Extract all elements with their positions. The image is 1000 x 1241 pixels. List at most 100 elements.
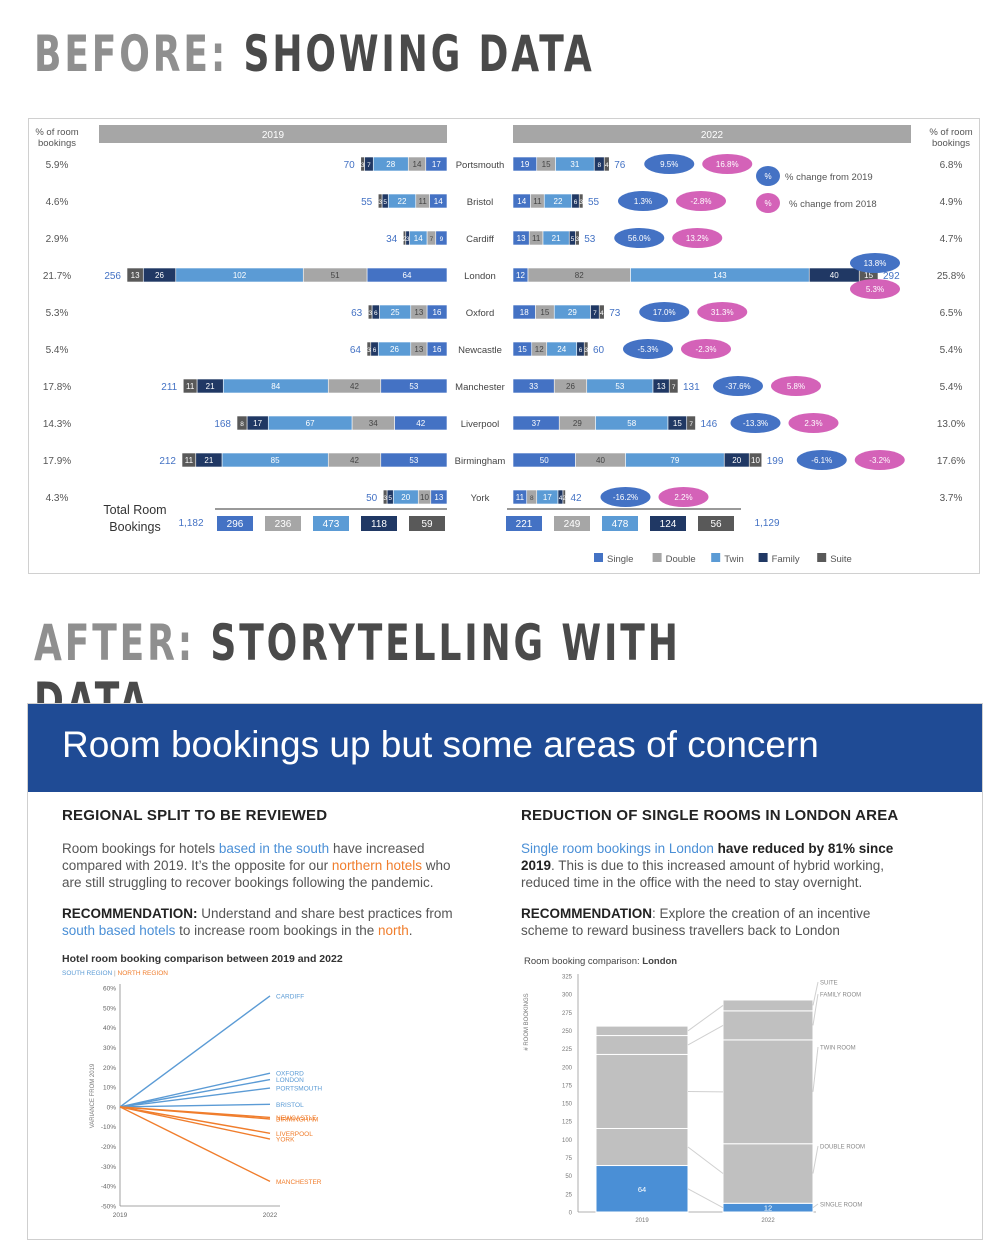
right-section-title: REDUCTION OF SINGLE ROOMS IN LONDON AREA — [521, 807, 899, 824]
legend-label: Double — [666, 554, 696, 565]
grand-total-2019: 1,182 — [178, 518, 203, 529]
total-2019: 55 — [361, 197, 373, 208]
bar-2019-segment — [367, 304, 373, 320]
total-2019-value: 473 — [323, 519, 340, 530]
line-series-label: LIVERPOOL — [276, 1131, 313, 1138]
recommendation-label: RECOMMENDATION: — [62, 906, 198, 921]
text-fragment: . This is due to this increased amount o… — [551, 858, 884, 873]
total-2019-box — [409, 516, 445, 531]
total-2022-box — [698, 516, 734, 531]
change-2019-bubble — [639, 302, 690, 322]
total-2022: 131 — [683, 382, 700, 393]
city-label: Portsmouth — [456, 160, 505, 171]
change-2019-label: 1.3% — [634, 197, 652, 206]
total-label: Bookings — [109, 520, 160, 534]
total-2019: 64 — [350, 345, 362, 356]
change-2019-label: -5.3% — [638, 345, 659, 354]
total-2022: 73 — [609, 308, 621, 319]
total-2022-box — [554, 516, 590, 531]
line-y-tick: 40% — [103, 1025, 116, 1032]
change-2018-label: 31.3% — [711, 308, 734, 317]
total-2019: 70 — [344, 160, 356, 171]
total-2019-value: 118 — [371, 519, 387, 530]
line-series-oxford — [119, 1072, 271, 1108]
pct-2022: 25.8% — [937, 271, 965, 282]
bar-2022-label: 7 — [689, 421, 693, 428]
stack-connector — [687, 1024, 724, 1046]
change-2018-bubble — [788, 413, 839, 433]
stack-chart-title-bold: London — [642, 956, 677, 967]
change-2018-label: -2.3% — [696, 345, 717, 354]
total-2019-box — [361, 516, 397, 531]
bar-2019-label: 17 — [253, 419, 262, 428]
south-highlight: based in the south — [218, 841, 330, 856]
bar-2022-label: 29 — [573, 419, 582, 428]
change-2019-label: 9.5% — [660, 160, 678, 169]
bar-2019-label: 13 — [131, 271, 140, 280]
bar-2019-label: 102 — [233, 271, 247, 280]
total-2022-value: 221 — [516, 519, 533, 530]
bar-2022-label: 24 — [557, 345, 566, 354]
bar-2022-label: 31 — [570, 160, 579, 169]
bar-2022-label: 37 — [532, 419, 541, 428]
legend-swatch — [711, 553, 721, 562]
bar-2022-label: 15 — [540, 308, 549, 317]
bar-2022-label: 20 — [732, 456, 741, 465]
left-recommendation: RECOMMENDATION: Understand and share bes… — [62, 905, 492, 939]
line-series-label: NEWCASTLE — [276, 1115, 317, 1122]
bar-2019-label: 11 — [418, 197, 427, 206]
total-2019: 63 — [351, 308, 363, 319]
after-storyboard: Room bookings up but some areas of conce… — [27, 703, 983, 1240]
bar-2019-label: 13 — [414, 345, 423, 354]
pct-2022: 3.7% — [940, 493, 963, 504]
total-2022: 53 — [584, 234, 596, 245]
bar-2019-label: 14 — [434, 197, 443, 206]
left-header: bookings — [38, 138, 76, 149]
total-2019: 50 — [366, 493, 378, 504]
stack-label-leader — [812, 981, 819, 1006]
change-2018-bubble — [854, 450, 905, 470]
bar-2019-label: 67 — [306, 419, 315, 428]
bar-2019-label: 13 — [434, 493, 443, 502]
stack-y-tick: 175 — [562, 1083, 573, 1089]
city-label: Oxford — [466, 308, 495, 319]
total-2019-box — [313, 516, 349, 531]
bar-2022-label: 13 — [517, 234, 526, 243]
bar-2019-label: 9 — [440, 236, 444, 243]
bar-2019-label: 11 — [185, 456, 194, 465]
stack-label-leader — [812, 1046, 819, 1092]
bar-2019-label: 3 — [361, 162, 365, 169]
change-2018-legend-bubble — [756, 193, 780, 213]
bar-2019-label: 53 — [409, 382, 418, 391]
total-2019: 212 — [159, 456, 176, 467]
bar-2022-segment — [748, 452, 763, 468]
right-header: bookings — [932, 138, 970, 149]
bar-2022-label: 21 — [552, 234, 561, 243]
city-label: Bristol — [467, 197, 493, 208]
bar-2022-label: 33 — [529, 382, 538, 391]
stack-connector — [687, 1146, 724, 1174]
line-y-tick: -40% — [101, 1184, 116, 1191]
change-2019-label: 13.8% — [864, 259, 887, 268]
change-2018-bubble — [702, 154, 753, 174]
bar-2022-label: 7 — [593, 310, 597, 317]
change-2019-label: -16.2% — [613, 493, 638, 502]
change-2018-bubble — [697, 302, 748, 322]
change-2018-bubble — [771, 376, 821, 396]
bar-2019-label: 3 — [383, 495, 387, 502]
bold-fragment: have reduced by 81% since — [713, 841, 894, 856]
pct-2019: 2.9% — [46, 234, 69, 245]
change-2019-label: -37.6% — [725, 382, 750, 391]
bar-2022-label: 11 — [516, 493, 525, 502]
line-y-tick: 10% — [103, 1085, 116, 1092]
total-2022: 146 — [701, 419, 718, 430]
bar-2022-label: 6 — [579, 347, 583, 354]
pct-2019: 4.6% — [46, 197, 69, 208]
bar-2022-label: 5 — [571, 236, 575, 243]
change-2018-label: 2.2% — [674, 493, 692, 502]
after-heading: AFTER: STORYTELLING WITH DATA — [34, 614, 730, 730]
total-2022-value: 478 — [612, 519, 629, 530]
bar-2019-label: 64 — [403, 271, 412, 280]
before-heading-main: SHOWING DATA — [243, 25, 595, 83]
legend-label: Single — [607, 554, 633, 565]
